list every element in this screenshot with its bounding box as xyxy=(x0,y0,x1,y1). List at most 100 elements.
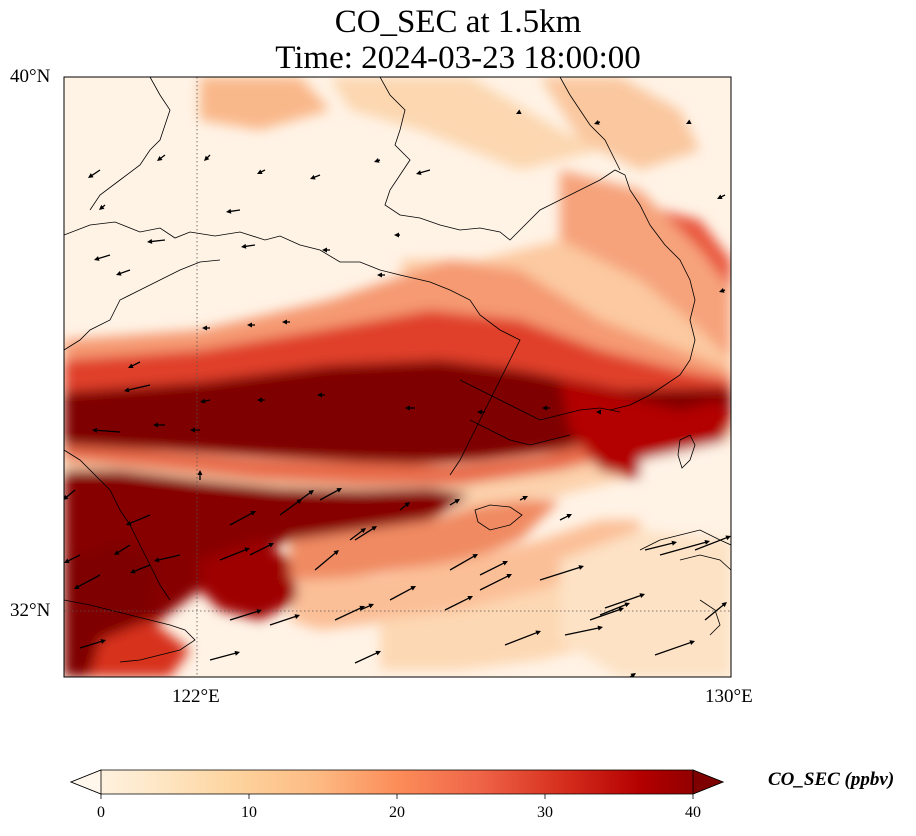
wind-arrow-head xyxy=(566,514,572,519)
wind-arrow-head xyxy=(374,158,380,163)
wind-arrow-head xyxy=(618,607,624,613)
wind-arrow-shaft xyxy=(219,548,247,561)
wind-arrow-shaft xyxy=(334,607,362,621)
wind-arrow-shaft xyxy=(419,169,431,174)
wind-arrow-shaft xyxy=(119,269,131,275)
wind-arrow-head xyxy=(516,109,522,114)
wind-arrow-head xyxy=(725,535,731,541)
colorbar-extend-min xyxy=(69,769,102,795)
wind-arrow-head xyxy=(377,272,382,278)
wind-arrow-head xyxy=(454,499,460,504)
wind-arrow-shaft xyxy=(319,489,339,501)
colorbar-tick-10: 10 xyxy=(241,804,257,821)
wind-arrow-shaft xyxy=(229,610,259,621)
wind-arrow-head xyxy=(404,502,410,508)
wind-arrow-shaft xyxy=(479,562,505,576)
wind-arrow-head xyxy=(360,528,366,533)
wind-arrow-shaft xyxy=(389,587,413,601)
wind-arrow-head xyxy=(322,247,327,253)
wind-arrow-head xyxy=(502,561,508,566)
colorbar-extend-max xyxy=(692,769,725,795)
wind-arrow-head xyxy=(226,208,232,214)
wind-arrow-head xyxy=(244,547,250,553)
wind-arrow-head xyxy=(154,557,160,563)
wind-arrow-head xyxy=(130,568,136,574)
wind-arrow-shaft xyxy=(269,615,297,626)
wind-arrow-head xyxy=(416,170,422,176)
wind-arrow-head xyxy=(200,398,206,404)
map-title: CO_SEC at 1.5km xyxy=(334,4,582,40)
wind-arrow-shaft xyxy=(90,169,101,177)
wind-arrow-head xyxy=(282,319,287,325)
wind-arrow-head xyxy=(522,496,528,501)
wind-arrow-head xyxy=(147,238,153,244)
wind-arrow-head xyxy=(596,409,601,415)
wind-arrow-head xyxy=(310,174,316,180)
wind-arrow-head xyxy=(467,596,473,601)
wind-arrow-head xyxy=(268,543,274,548)
wind-arrow-shaft xyxy=(539,566,581,581)
wind-arrow-head xyxy=(671,540,677,546)
wind-arrow-head xyxy=(721,602,727,608)
wind-arrow-head xyxy=(157,156,163,161)
wind-vectors xyxy=(64,109,731,677)
wind-arrow-shaft xyxy=(589,608,621,621)
wind-arrow-head xyxy=(594,120,600,125)
colorbar-label: CO_SEC (ppbv) xyxy=(768,769,895,790)
wind-arrow-head xyxy=(234,650,240,656)
wind-arrow-head xyxy=(542,405,547,411)
wind-arrow-head xyxy=(190,427,195,433)
gridlines xyxy=(64,77,731,677)
wind-arrow-shaft xyxy=(349,529,364,541)
wind-arrow-head xyxy=(704,539,710,545)
wind-arrow-shaft xyxy=(131,361,141,367)
wind-arrow-shaft xyxy=(279,500,300,516)
wind-arrow-shaft xyxy=(299,491,312,501)
lon-label-122e: 122°E xyxy=(172,686,220,707)
wind-arrow-shaft xyxy=(229,209,241,213)
colorbar-tick-30: 30 xyxy=(537,804,553,821)
wind-arrow-head xyxy=(126,520,132,526)
wind-arrow-shaft xyxy=(644,542,674,551)
wind-arrow-shaft xyxy=(354,652,378,664)
colorbar-body xyxy=(69,769,725,795)
wind-arrow-shaft xyxy=(117,544,131,554)
lat-label-32n: 32°N xyxy=(10,600,51,621)
wind-arrow-shaft xyxy=(359,604,371,611)
wind-arrow-shaft xyxy=(564,627,600,636)
colorbar xyxy=(69,769,725,799)
wind-arrow-head xyxy=(124,387,130,393)
wind-arrow-head xyxy=(241,243,247,249)
wind-arrow-head xyxy=(624,602,630,608)
wind-arrow-shaft xyxy=(444,597,470,611)
wind-arrow-shaft xyxy=(127,384,151,391)
wind-arrow-head xyxy=(250,511,256,516)
wind-arrow-head xyxy=(197,470,203,475)
wind-arrow-shaft xyxy=(157,554,181,561)
lat-label-40n: 40°N xyxy=(10,66,51,87)
wind-arrow-shaft xyxy=(694,536,728,551)
wind-arrow-shaft xyxy=(479,575,509,591)
wind-arrow-head xyxy=(630,673,636,677)
wind-arrow-head xyxy=(719,288,725,293)
wind-arrow-head xyxy=(368,603,374,609)
wind-arrow-head xyxy=(64,558,70,563)
wind-arrow-shaft xyxy=(129,514,151,525)
wind-arrow-head xyxy=(410,586,416,591)
wind-arrow-shaft xyxy=(150,239,166,243)
wind-arrow-head xyxy=(88,173,94,178)
colorbar-tick-40: 40 xyxy=(685,804,701,821)
wind-arrow-shaft xyxy=(704,604,725,621)
wind-arrow-shaft xyxy=(249,544,271,556)
wind-arrow-head xyxy=(317,392,322,398)
wind-arrow-shaft xyxy=(604,594,642,609)
wind-arrow-head xyxy=(371,526,377,531)
wind-arrow-head xyxy=(257,397,262,403)
wind-arrow-head xyxy=(477,409,482,415)
wind-arrow-head xyxy=(64,494,69,500)
wind-arrow-head xyxy=(578,565,584,570)
wind-arrow-head xyxy=(114,550,120,555)
wind-arrow-shaft xyxy=(79,640,103,649)
wind-arrow-head xyxy=(294,614,300,619)
